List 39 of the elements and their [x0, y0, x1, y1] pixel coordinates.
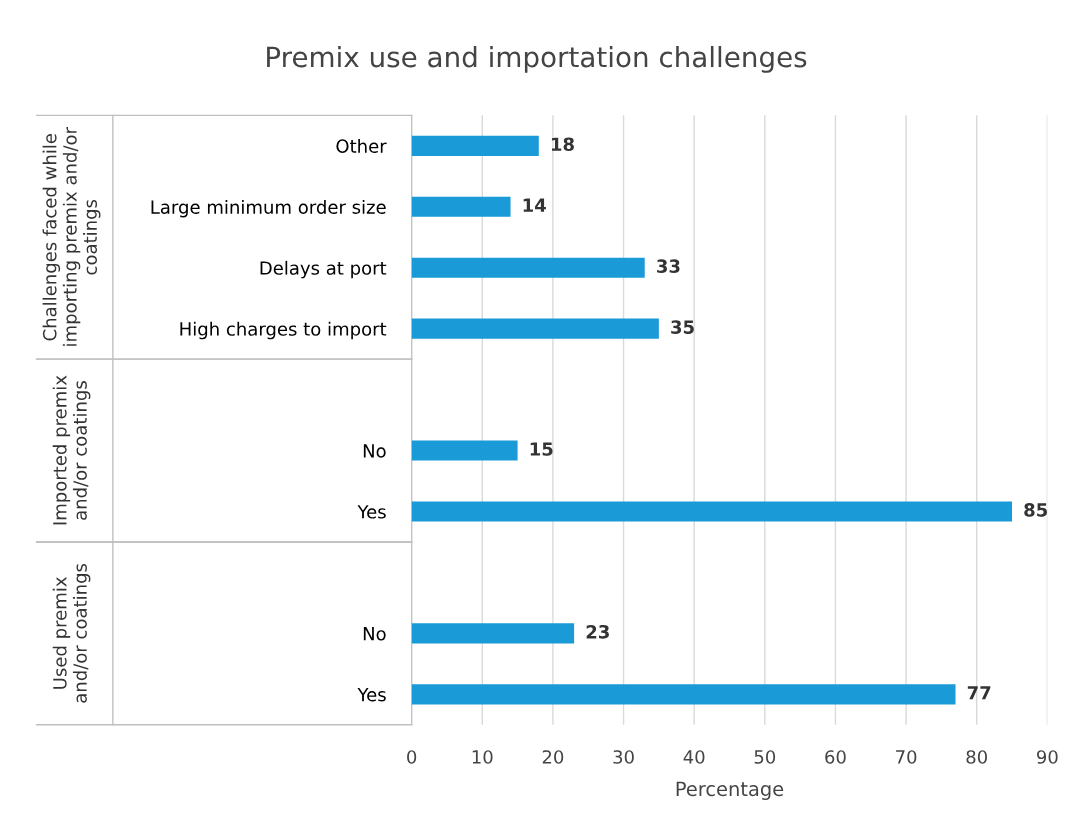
y-tick-label: High charges to import — [180, 321, 387, 340]
data-label: 33 — [657, 259, 680, 273]
bar — [411, 196, 511, 217]
x-tick-label: 30 — [613, 750, 634, 764]
bar — [411, 135, 539, 156]
data-label: 23 — [586, 624, 609, 639]
bar — [411, 318, 659, 339]
bar — [411, 440, 518, 461]
bar — [411, 257, 645, 278]
x-tick-label: 60 — [825, 750, 846, 764]
x-tick-label: 20 — [542, 750, 564, 764]
data-label: 14 — [523, 198, 546, 212]
y-tick-label: No — [363, 627, 386, 641]
y-tick-label: No — [363, 444, 386, 458]
bar — [411, 501, 1013, 522]
text: Used premix and/or coatings — [52, 563, 91, 703]
chart-title: Premix use and importation challenges — [267, 45, 807, 73]
data-label: 85 — [1024, 503, 1047, 517]
x-tick-label: 50 — [754, 750, 776, 764]
x-axis-title: Percentage — [676, 781, 784, 800]
text: Challenges faced while importing premix and/or coatings — [42, 127, 101, 346]
y-tick-label: Delays at port — [260, 260, 387, 279]
bar — [411, 623, 575, 644]
x-tick-label: 90 — [1036, 750, 1058, 764]
data-label: 35 — [671, 320, 694, 334]
text: Imported premix and/or coatings — [52, 375, 91, 525]
data-label: 15 — [530, 442, 553, 456]
x-tick-label: 80 — [966, 750, 987, 764]
x-tick-label: 70 — [896, 750, 917, 764]
y-tick-label: Yes — [357, 505, 386, 519]
data-label: 18 — [551, 137, 574, 152]
y-tick-label: Large minimum order size — [151, 199, 386, 218]
x-tick-label: 10 — [472, 750, 493, 764]
y-tick-label: Other — [336, 138, 387, 153]
x-tick-label: 0 — [407, 750, 417, 764]
bar — [411, 684, 956, 705]
y-tick-label: Yes — [357, 688, 386, 702]
data-label: 77 — [967, 686, 991, 700]
x-tick-label: 40 — [683, 750, 705, 764]
